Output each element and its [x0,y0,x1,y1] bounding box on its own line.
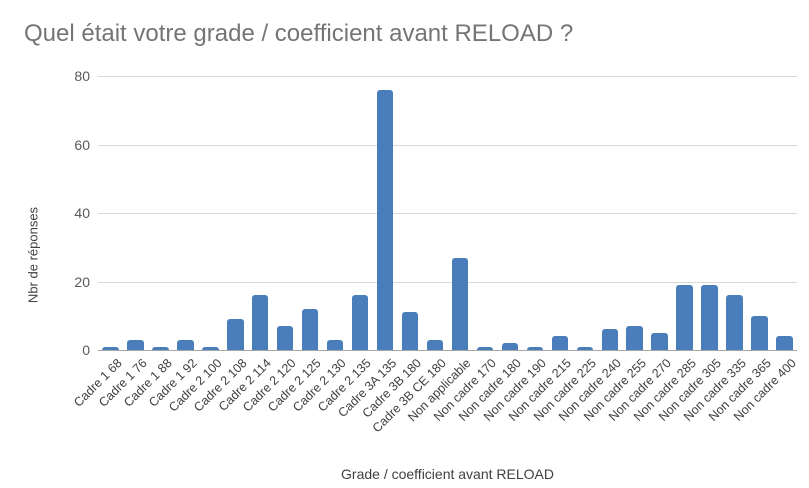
gridline [98,144,797,146]
bar [152,346,169,350]
bar [326,339,344,350]
gridline [98,281,797,283]
x-axis-line [98,350,797,351]
gridline [98,76,797,77]
bar [476,346,494,350]
bar [726,295,743,350]
bar [301,308,319,350]
bar [351,295,369,350]
gridline [98,213,797,214]
bar [451,257,469,350]
y-tick-label: 40 [74,205,90,221]
bar [651,332,668,350]
bar [202,346,219,350]
y-tick-label: 0 [82,342,90,358]
bar [276,326,294,350]
chart-title: Quel était votre grade / coefficient ava… [24,20,574,47]
bar [676,284,693,350]
bar [776,336,793,350]
bar [501,343,519,350]
bar [526,346,544,350]
bar [102,346,119,350]
y-tick-label: 20 [74,273,90,290]
bar [701,284,718,350]
bar [177,339,194,350]
y-tick-label: 80 [74,68,90,84]
bar [551,336,569,350]
x-axis-title: Grade / coefficient avant RELOAD [341,466,554,482]
bar [576,346,594,350]
y-axis-title: Nbr de réponses [25,206,41,304]
y-tick-label: 60 [74,136,90,153]
bar [401,312,419,350]
bar [127,339,144,350]
plot-area [98,76,797,350]
bar [227,319,244,350]
bar [376,89,394,350]
bar [751,315,768,350]
bar [252,295,269,350]
bar [626,326,643,350]
bar [601,329,618,350]
bar [426,339,444,350]
